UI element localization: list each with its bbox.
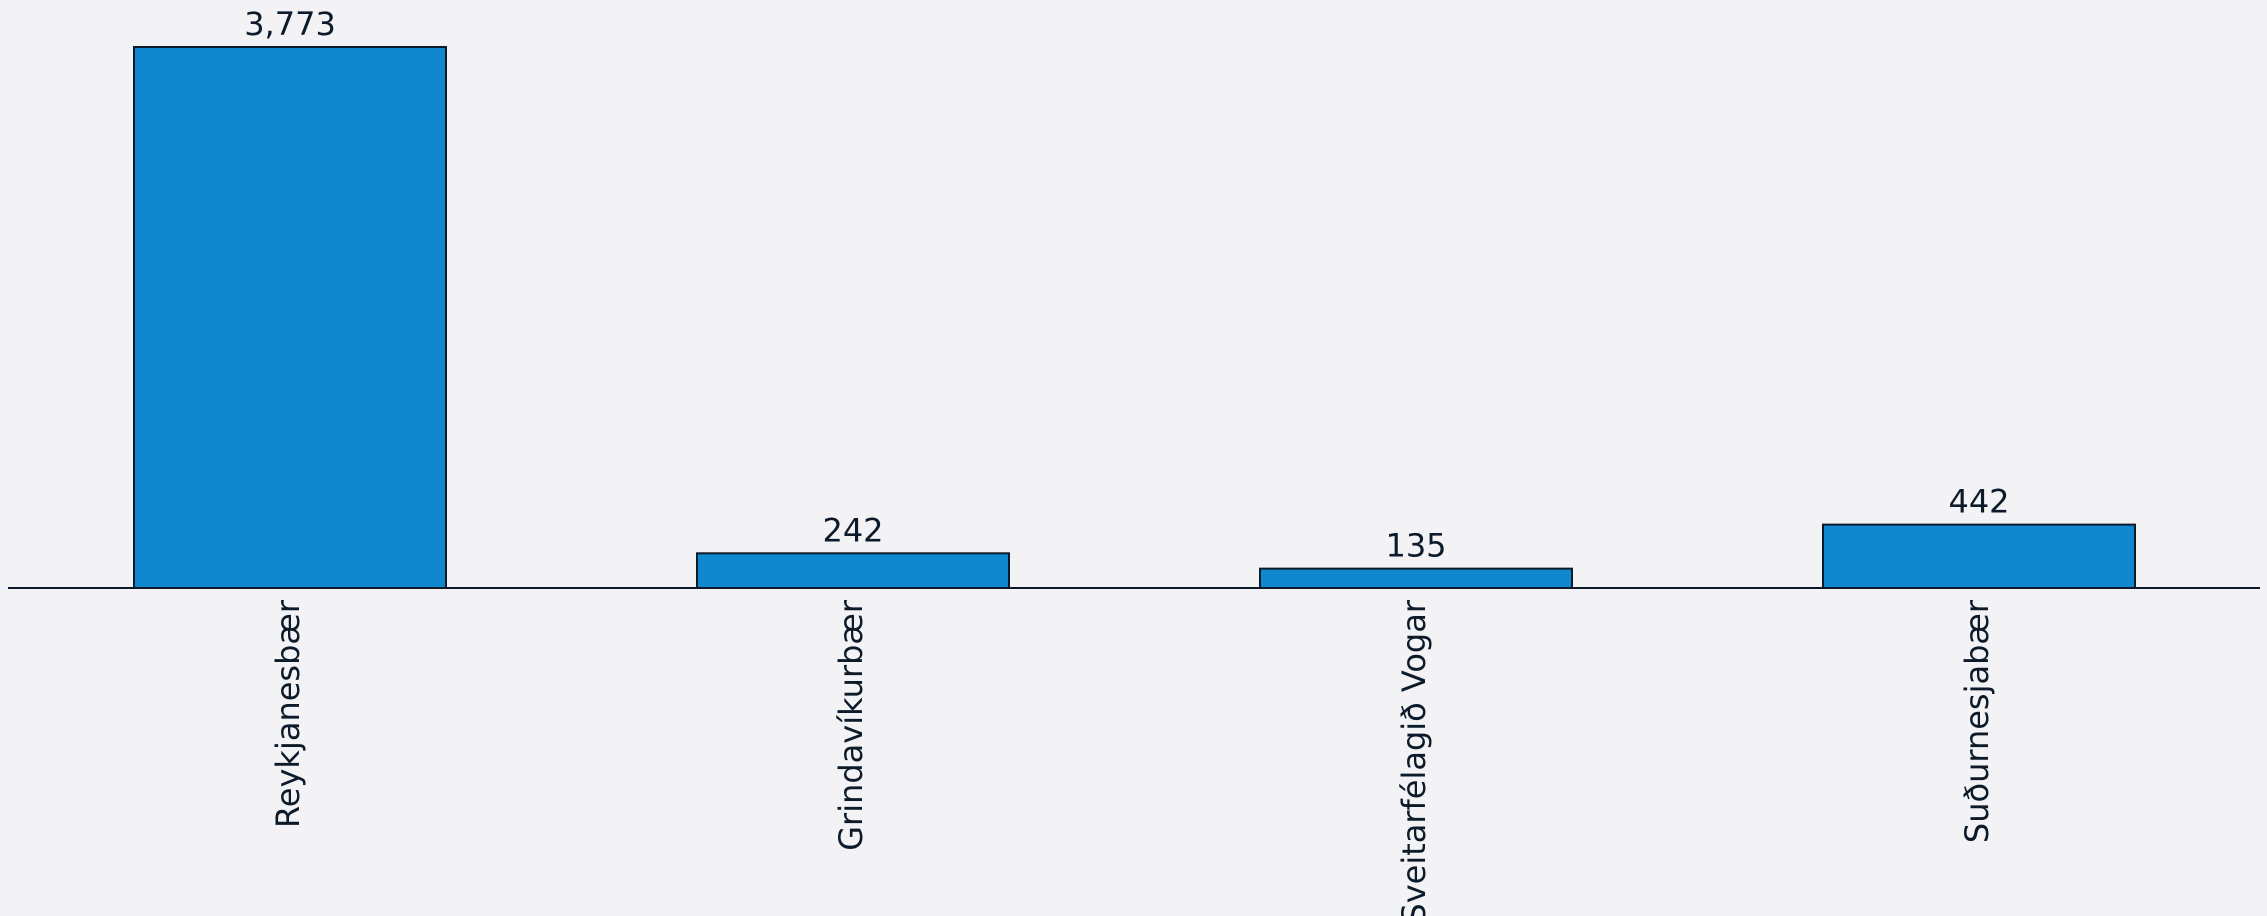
value-label-3: 442 (1948, 483, 2009, 521)
value-label-0: 3,773 (244, 5, 336, 43)
value-label-2: 135 (1385, 527, 1446, 565)
bar-2 (1259, 567, 1573, 589)
bar-0 (133, 46, 447, 589)
value-labels-group: 3,773 242 135 442 (244, 5, 2009, 565)
category-labels-group: Reykjanesbær Grindavíkurbær Sveitarfélagið… (269, 599, 1996, 916)
bar-1 (696, 552, 1010, 589)
category-label-0: Reykjanesbær (269, 599, 307, 828)
value-label-1: 242 (822, 511, 883, 549)
bars-group (133, 46, 2136, 590)
category-label-3: Suðurnesjabær (1958, 599, 1996, 843)
bar-3 (1822, 523, 2136, 590)
category-label-2: Sveitarfélagið Vogar (1395, 599, 1433, 916)
category-label-1: Grindavíkurbær (832, 599, 870, 851)
